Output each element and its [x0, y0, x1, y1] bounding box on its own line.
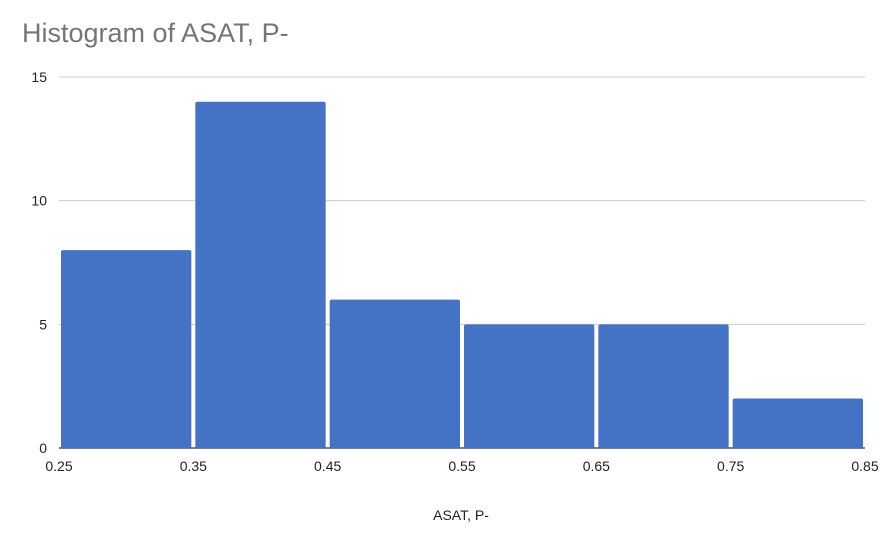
histogram-bar: [195, 101, 326, 448]
x-tick-label: 0.65: [583, 458, 610, 474]
x-tick-label: 0.55: [448, 458, 475, 474]
y-tick-label: 0: [39, 440, 47, 456]
histogram-bar: [732, 398, 863, 448]
bars: [61, 101, 863, 448]
x-tick-label: 0.75: [717, 458, 744, 474]
x-tick-label: 0.25: [45, 458, 72, 474]
x-axis-title: ASAT, P-: [433, 507, 489, 523]
chart-title: Histogram of ASAT, P-: [22, 18, 289, 48]
x-tick-label: 0.85: [851, 458, 878, 474]
x-tick-label: 0.45: [314, 458, 341, 474]
y-axis: 0 5 10 15: [31, 69, 47, 456]
histogram-bar: [598, 324, 729, 448]
y-tick-label: 15: [31, 69, 47, 85]
x-axis: 0.25 0.35 0.45 0.55 0.65 0.75 0.85: [45, 458, 878, 474]
y-tick-label: 10: [31, 193, 47, 209]
y-tick-label: 5: [39, 316, 47, 332]
histogram-bar: [61, 250, 192, 448]
gridlines: [59, 76, 865, 449]
histogram-bar: [464, 324, 595, 448]
x-tick-label: 0.35: [180, 458, 207, 474]
histogram-bar: [329, 299, 460, 448]
